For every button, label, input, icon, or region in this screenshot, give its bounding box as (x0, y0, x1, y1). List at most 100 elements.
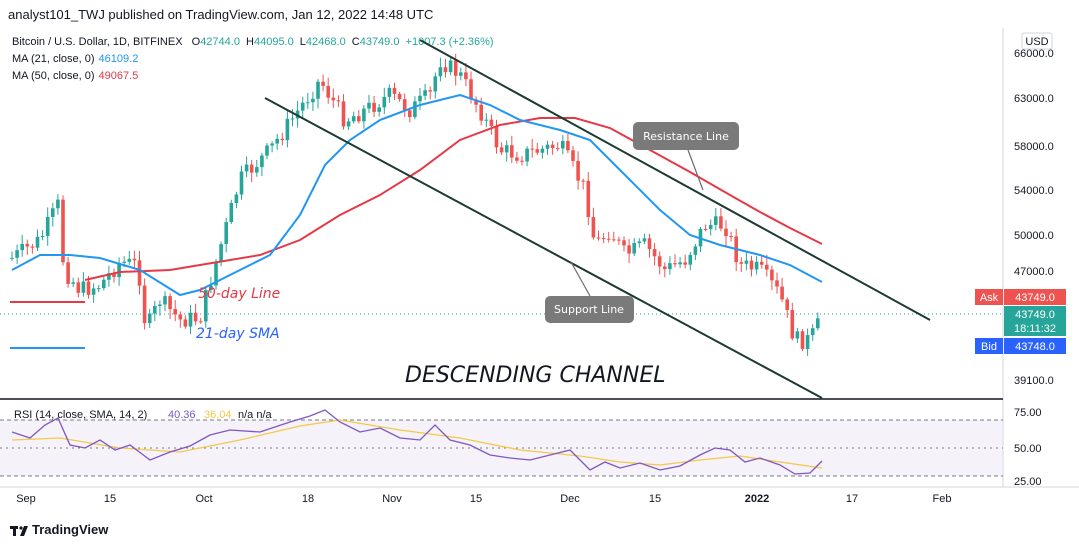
resistance-channel-line[interactable] (419, 39, 931, 321)
tradingview-brand-label: TradingView (32, 522, 109, 537)
candle-body (770, 269, 774, 281)
candle-body (387, 87, 392, 97)
candle-body (183, 319, 188, 327)
candle-body (346, 121, 351, 127)
ma21-label: MA (21, close, 0) (12, 53, 95, 65)
candle-body (810, 328, 815, 336)
candle-body (260, 155, 264, 168)
candle-body (311, 98, 315, 103)
resistance-pointer (687, 149, 704, 191)
bar-countdown: 18:11:32 (1014, 323, 1056, 335)
rsi-legend-label[interactable]: RSI (14, close, SMA, 14, 2) (14, 409, 147, 421)
time-tick-6: Dec (560, 493, 580, 505)
candle-body (270, 143, 274, 146)
ma50-value: 49067.5 (98, 70, 139, 82)
ohlc-open-label: O (191, 36, 201, 48)
candle-body (627, 245, 631, 254)
ma21-legend[interactable]: MA (21, close, 0) 46109.2 (12, 53, 138, 65)
ma50-legend[interactable]: MA (50, close, 0) 49067.5 (12, 70, 138, 82)
candle-body (591, 217, 596, 238)
candle-body (40, 236, 45, 238)
candle-body (606, 238, 611, 240)
candle-body (428, 90, 432, 92)
candle-body (51, 208, 55, 217)
candle-body (372, 102, 376, 112)
ma21-line (11, 93, 823, 297)
candle-body (418, 95, 422, 102)
candle-body (443, 67, 448, 73)
time-tick-3: 18 (302, 493, 314, 505)
tradingview-brand[interactable]: TradingView (10, 522, 108, 537)
candle-body (265, 145, 269, 156)
price-tick-2: 58000.0 (1014, 141, 1054, 153)
candle-body (341, 101, 346, 127)
candle-body (423, 90, 427, 96)
candle-body (678, 262, 682, 265)
candle-body (255, 167, 259, 173)
candle-body (805, 335, 810, 349)
time-tick-7: 15 (649, 493, 661, 505)
candle-body (647, 238, 652, 250)
ma50-line (84, 117, 823, 281)
candle-body (392, 87, 397, 94)
candle-body (765, 264, 769, 270)
candle-body (663, 266, 667, 270)
candle-body (668, 263, 672, 270)
candle-body (596, 237, 601, 239)
candle-body (775, 280, 779, 287)
resistance-label-box[interactable] (633, 122, 739, 150)
rsi-legend-value: 40.36 (168, 409, 196, 421)
price-tick-3: 54000.0 (1014, 185, 1054, 197)
candle-body (35, 236, 40, 248)
candle-body (464, 72, 468, 80)
ohlc-low-label: L (299, 36, 306, 48)
ma21-annotation: 21-day SMA (196, 326, 280, 342)
time-tick-9: 17 (846, 493, 858, 505)
candle-body (76, 282, 81, 293)
candle-body (504, 145, 509, 153)
candle-body (520, 160, 524, 162)
candle-body (357, 116, 361, 122)
candle-body (280, 138, 285, 141)
candle-body (540, 148, 545, 153)
rsi-tick-75: 75.00 (1014, 407, 1042, 419)
candle-body (198, 321, 203, 323)
candle-body (780, 286, 784, 300)
support-channel-line[interactable] (264, 97, 823, 399)
candle-body (137, 260, 142, 286)
candle-body (239, 171, 244, 195)
candle-body (438, 67, 443, 77)
candle-body (617, 239, 621, 241)
tradingview-logo-icon (10, 525, 28, 536)
candle-body (321, 81, 325, 86)
candle-body (45, 216, 50, 237)
candle-body (402, 99, 407, 111)
last-price-value: 43749.0 (1015, 309, 1055, 321)
candle-body (581, 180, 585, 182)
candle-body (224, 222, 228, 245)
candle-body (550, 144, 555, 149)
candle-body (249, 164, 254, 173)
candle-body (413, 101, 417, 118)
candle-body (571, 150, 575, 161)
time-axis[interactable]: Sep 15 Oct 18 Nov 15 Dec 15 2022 17 Feb (16, 493, 951, 505)
support-label: Support Line (554, 303, 624, 316)
candle-body (408, 110, 412, 118)
candle-body (173, 309, 177, 315)
resistance-label: Resistance Line (643, 130, 729, 143)
candle-body (142, 285, 147, 324)
symbol-title[interactable]: Bitcoin / U.S. Dollar, 1D, BITFINEX (12, 36, 183, 48)
support-label-box[interactable] (545, 296, 634, 323)
candle-body (300, 102, 305, 111)
candle-body (367, 102, 371, 109)
price-tick-6: 39100.0 (1014, 375, 1054, 387)
candle-body (555, 148, 560, 150)
ohlc-close: 43749.0 (359, 36, 400, 48)
candle-body (306, 102, 310, 104)
candle-body (744, 260, 749, 264)
last-price-tag (1004, 306, 1066, 336)
candle-body (545, 144, 550, 149)
bid-value-tag (1004, 338, 1066, 354)
currency-box[interactable] (1021, 32, 1053, 50)
